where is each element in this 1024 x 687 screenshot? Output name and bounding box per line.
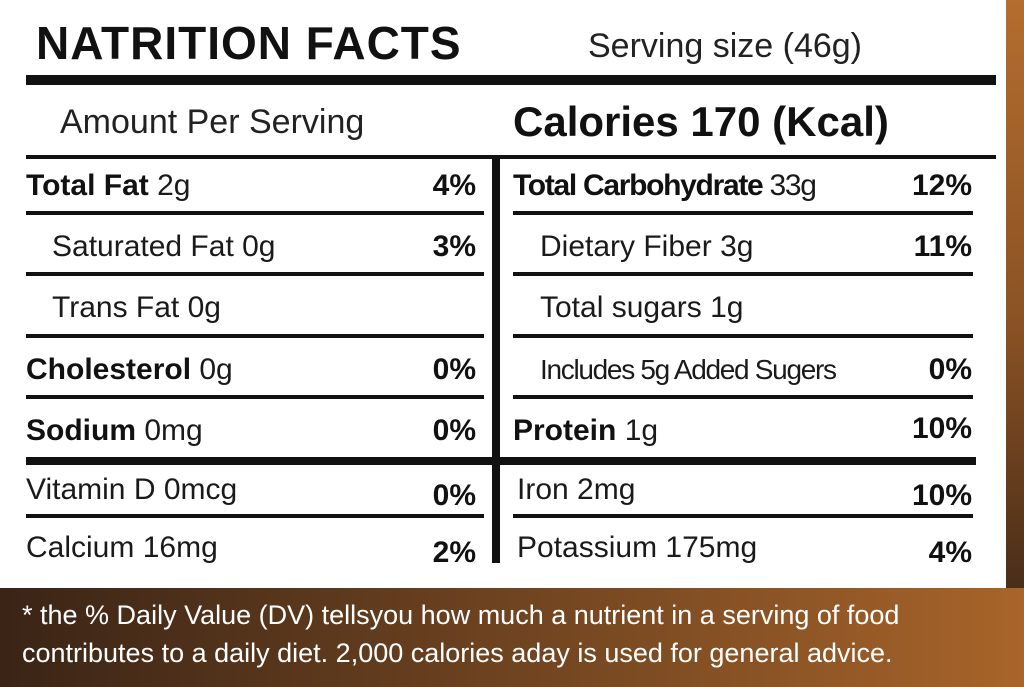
nutrient-amount: 2mg — [577, 473, 636, 506]
nutrient-amount: 0g — [242, 230, 276, 263]
nutrient-row-total-fat: Total Fat 2g — [26, 168, 191, 204]
nutrient-row-total-carbohydrate: Total Carbohydrate 33g — [513, 168, 817, 204]
nutrient-row-sodium: Sodium 0mg — [26, 413, 203, 449]
serving-size: Serving size (46g) — [588, 27, 863, 65]
label-title: NATRITION FACTS — [36, 17, 462, 69]
nutrient-name: Cholesterol — [26, 353, 192, 386]
left-row-rule — [26, 211, 484, 215]
daily-value-percent: 3% — [432, 230, 476, 263]
nutrient-name: Protein — [513, 414, 617, 447]
daily-value-percent: 10% — [911, 412, 972, 445]
nutrient-amount: 0g — [187, 291, 221, 324]
nutrient-name: Total Carbohydrate — [513, 169, 764, 202]
daily-value-percent: 0% — [432, 414, 476, 447]
calories-value: Calories 170 (Kcal) — [513, 98, 889, 145]
nutrient-row-total-sugars: Total sugars 1g — [540, 290, 743, 326]
nutrient-name: Calcium — [26, 531, 135, 564]
left-row-rule — [26, 395, 484, 399]
footnote-line: * the % Daily Value (DV) tellsyou how mu… — [22, 600, 900, 630]
nutrient-name: Dietary Fiber — [540, 230, 712, 263]
nutrient-amount: 2g — [157, 169, 191, 202]
nutrient-name: Trans Fat — [52, 291, 180, 324]
nutrient-row-added-sugars: Includes 5g Added Sugers — [540, 352, 837, 388]
footnote-line: contributes to a daily diet. 2,000 calor… — [22, 638, 893, 668]
nutrient-amount: 0mg — [144, 414, 203, 447]
nutrient-name: Total Fat — [26, 169, 149, 202]
right-row-rule — [513, 514, 973, 518]
nutrient-name: Includes 5g Added Sugers — [540, 354, 837, 385]
nutrient-amount: 33g — [769, 169, 816, 202]
right-row-rule — [513, 211, 973, 215]
decorative-edge — [1006, 0, 1024, 588]
column-divider-top — [492, 159, 500, 457]
daily-value-percent: 2% — [432, 536, 476, 569]
nutrient-row-vitamin-d: Vitamin D 0mcg — [26, 472, 237, 508]
daily-value-percent: 4% — [928, 536, 972, 569]
nutrient-row-dietary-fiber: Dietary Fiber 3g — [540, 229, 753, 265]
nutrient-row-saturated-fat: Saturated Fat 0g — [52, 229, 276, 265]
daily-value-percent: 12% — [911, 169, 972, 202]
right-row-rule — [513, 334, 973, 338]
nutrient-row-cholesterol: Cholesterol 0g — [26, 352, 233, 388]
daily-value-percent: 10% — [911, 479, 972, 512]
nutrient-name: Potassium — [517, 531, 658, 564]
calories-rule — [26, 155, 996, 159]
top-thick-rule — [26, 75, 996, 85]
daily-value-footnote: * the % Daily Value (DV) tellsyou how mu… — [22, 596, 1002, 672]
amount-per-serving-label: Amount Per Serving — [60, 103, 365, 141]
nutrient-row-potassium: Potassium 175mg — [517, 530, 757, 566]
nutrient-row-protein: Protein 1g — [513, 413, 658, 449]
daily-value-percent: 11% — [913, 230, 972, 263]
daily-value-percent: 4% — [432, 169, 476, 202]
left-row-rule — [26, 514, 484, 518]
nutrient-row-trans-fat: Trans Fat 0g — [52, 290, 221, 326]
left-row-rule — [26, 272, 484, 276]
nutrient-amount: 3g — [720, 230, 754, 263]
nutrient-name: Total sugars — [540, 291, 702, 324]
nutrient-amount: 0g — [199, 353, 233, 386]
left-row-rule — [26, 334, 484, 338]
daily-value-percent: 0% — [432, 479, 476, 512]
nutrient-amount: 16mg — [142, 531, 218, 564]
nutrient-amount: 1g — [624, 414, 659, 447]
vitamins-thick-rule — [26, 457, 976, 465]
right-row-rule — [513, 395, 973, 399]
daily-value-percent: 0% — [432, 353, 476, 386]
nutrient-row-calcium: Calcium 16mg — [26, 530, 218, 566]
nutrient-name: Iron — [517, 473, 569, 506]
nutrient-amount: 0mcg — [163, 473, 238, 506]
nutrient-name: Vitamin D — [26, 473, 156, 506]
nutrient-amount: 1g — [710, 291, 744, 324]
nutrition-label-panel: NATRITION FACTS Serving size (46g) Amoun… — [26, 17, 996, 569]
right-row-rule — [513, 272, 973, 276]
daily-value-percent: 0% — [928, 353, 972, 386]
nutrient-name: Sodium — [26, 414, 136, 447]
nutrient-row-iron: Iron 2mg — [517, 472, 635, 508]
nutrient-amount: 175mg — [665, 531, 758, 564]
column-divider-bottom — [492, 465, 500, 563]
nutrient-name: Saturated Fat — [52, 230, 234, 263]
